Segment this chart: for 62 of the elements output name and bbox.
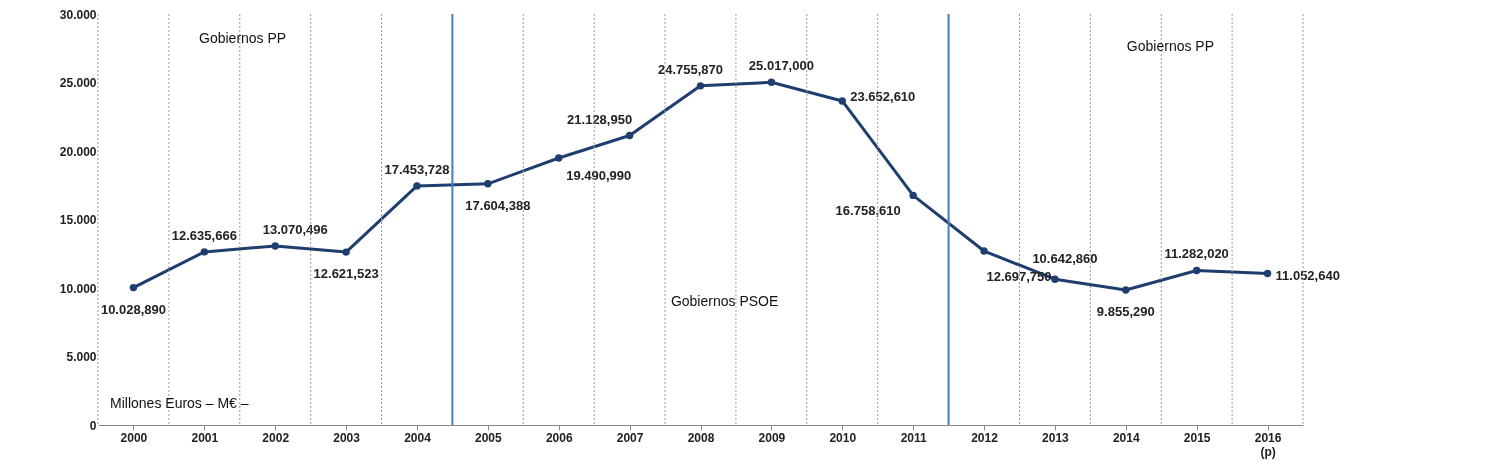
data-label: 10.642,860	[1032, 251, 1098, 267]
x-tick-label: 2008	[687, 430, 715, 445]
y-tick-label: 30.000	[59, 7, 97, 22]
point	[271, 242, 279, 250]
x-tick-label: 2012	[971, 430, 999, 445]
data-label: 19.490,990	[566, 167, 632, 183]
point	[1051, 275, 1059, 283]
y-tick-label: 10.000	[59, 281, 97, 296]
x-tick-label: 2015	[1183, 430, 1211, 445]
data-label: 17.453,728	[384, 161, 450, 177]
data-label: 24.755,870	[657, 61, 724, 77]
point	[909, 191, 917, 200]
x-tick-label: 2005	[475, 430, 503, 445]
y-tick-label: 20.000	[59, 144, 97, 159]
point	[129, 283, 138, 292]
data-label: 17.604,388	[465, 197, 531, 213]
point	[484, 180, 492, 188]
y-tick-label: 5.000	[66, 350, 97, 364]
point	[342, 248, 350, 256]
point	[200, 248, 209, 256]
data-label: 21.128,950	[567, 111, 633, 127]
data-label: 9.855,290	[1096, 303, 1155, 319]
x-tick-label: 2010	[829, 430, 857, 445]
data-label: 11.052,640	[1275, 267, 1340, 283]
data-label: 12.621,523	[313, 266, 379, 282]
point	[625, 131, 634, 140]
annotation: Gobiernos PSOE	[670, 292, 779, 309]
x-tick-label: 2009	[758, 430, 786, 445]
x-tick-label: 2011	[900, 430, 927, 445]
data-label: 23.652,610	[850, 88, 916, 104]
annotation: Millones Euros – M€ –	[110, 395, 249, 412]
x-tick-label: 2004	[404, 430, 432, 445]
point	[1122, 286, 1130, 294]
x-tick-label: 2016 (p)	[1254, 430, 1282, 459]
y-tick-label: 0	[89, 418, 97, 433]
point	[838, 97, 846, 105]
point	[767, 78, 776, 86]
point	[696, 82, 705, 90]
x-tick-label: 2002	[262, 430, 290, 445]
x-tick-label: 2001	[191, 430, 219, 445]
point	[413, 182, 421, 190]
point	[555, 154, 563, 162]
point	[1263, 269, 1272, 278]
annotation: Gobiernos PP	[199, 29, 287, 46]
x-tick-label: 2007	[616, 430, 644, 445]
x-tick-label: 2000	[120, 430, 148, 445]
y-tick-label: 15.000	[59, 213, 97, 227]
data-label: 12.635,666	[171, 227, 237, 243]
x-tick-label: 2006	[545, 430, 573, 445]
x-tick-label: 2003	[333, 430, 361, 445]
data-label: 13.070,496	[262, 221, 328, 237]
data-label: 25.017,000	[748, 58, 814, 74]
point	[1192, 266, 1201, 275]
y-tick-label: 25.000	[59, 76, 97, 90]
data-label: 16.758,610	[835, 203, 901, 219]
data-label: 10.028,890	[100, 301, 166, 317]
x-tick-label: 2013	[1042, 430, 1070, 445]
point	[980, 247, 988, 255]
x-tick-label: 2014	[1112, 430, 1140, 445]
data-label: 11.282,020	[1164, 246, 1229, 262]
annotation: Gobiernos PP	[1126, 37, 1215, 54]
data-label: 12.697,750	[986, 269, 1052, 285]
